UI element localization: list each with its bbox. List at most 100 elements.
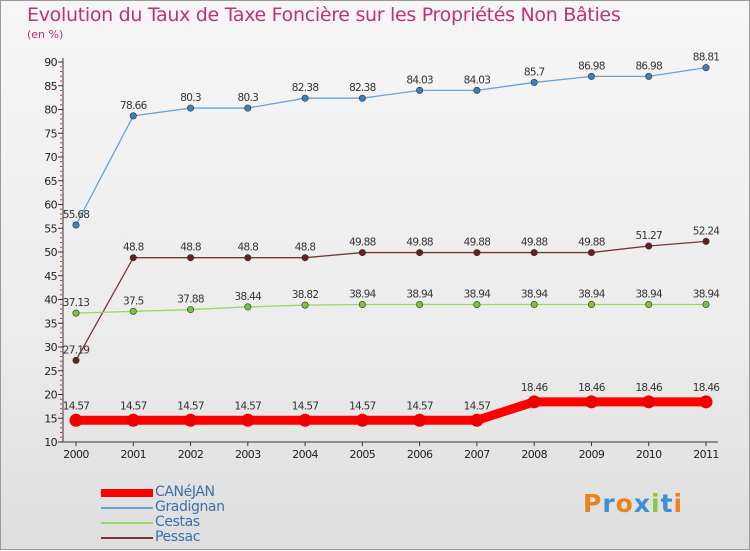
data-point-can-jan [470,413,484,427]
data-label-can-jan: 14.57 [120,400,147,412]
data-point-cestas [72,309,80,317]
data-label-gradignan: 82.38 [349,82,376,94]
data-label-gradignan: 82.38 [292,82,319,94]
data-point-gradignan [587,72,595,80]
data-label-pessac: 48.8 [295,242,316,254]
data-label-cestas: 38.94 [521,289,549,301]
data-label-cestas: 38.44 [235,291,263,303]
data-point-can-jan [69,413,83,427]
legend-swatch [101,507,153,509]
y-tick-label: 80 [44,104,57,117]
logo-letter: o [615,489,634,518]
proxiti-logo: Proxiti [583,489,683,518]
data-point-pessac [244,254,252,262]
x-tick-label: 2003 [235,448,261,461]
y-tick-label: 40 [44,294,57,307]
data-label-gradignan: 84.03 [406,74,433,86]
legend-label: Cestas [155,514,200,530]
data-label-can-jan: 18.46 [635,382,663,394]
data-label-can-jan: 14.57 [177,400,204,412]
data-point-can-jan [126,413,140,427]
x-tick-label: 2005 [350,448,376,461]
chart-title: Evolution du Taux de Taxe Foncière sur l… [27,4,621,26]
series-line-cestas [75,303,707,314]
legend-item-can-jan: CANéJAN [101,484,301,500]
logo-letter: i [651,489,661,518]
data-point-can-jan [527,395,541,409]
data-point-can-jan [241,413,255,427]
data-point-cestas [587,301,595,309]
y-axis-unit-label: (en %) [27,28,64,41]
data-label-cestas: 38.94 [693,289,721,301]
data-label-cestas: 38.94 [464,289,492,301]
data-point-gradignan [244,104,252,112]
data-point-gradignan [187,104,195,112]
legend-item-gradignan: Gradignan [101,499,301,515]
x-tick-label: 2009 [579,448,605,461]
data-point-can-jan [355,413,369,427]
data-label-gradignan: 55.68 [63,209,90,221]
data-point-pessac [645,242,653,250]
x-tick-label: 2004 [292,448,318,461]
data-label-can-jan: 18.46 [521,382,549,394]
data-label-pessac: 49.88 [406,237,433,249]
data-label-can-jan: 14.57 [63,400,90,412]
data-label-pessac: 48.8 [123,242,144,254]
legend-label: Pessac [155,529,201,545]
data-point-can-jan [699,395,713,409]
data-point-gradignan [702,64,710,72]
series-line-pessac [75,240,707,361]
data-label-cestas: 37.13 [63,297,90,309]
y-tick-label: 75 [44,127,57,140]
data-point-cestas [702,301,710,309]
data-point-gradignan [72,221,80,229]
data-point-cestas [473,301,481,309]
y-tick-label: 90 [44,56,57,69]
x-tick-label: 2007 [464,448,490,461]
data-point-pessac [416,249,424,257]
data-label-gradignan: 84.03 [464,74,491,86]
data-point-pessac [473,249,481,257]
y-tick-label: 25 [44,365,57,378]
data-point-gradignan [358,94,366,102]
y-tick-label: 50 [44,246,57,259]
data-point-cestas [358,301,366,309]
data-point-cestas [530,301,538,309]
x-tick-label: 2011 [693,448,719,461]
data-label-gradignan: 80.3 [180,92,201,104]
data-point-pessac [530,249,538,257]
data-point-pessac [301,254,309,262]
data-label-cestas: 38.94 [406,289,434,301]
legend-label: Gradignan [155,499,225,515]
y-tick-label: 35 [44,317,57,330]
data-label-gradignan: 86.98 [635,60,662,72]
data-point-pessac [587,249,595,257]
legend-swatch [101,522,153,524]
data-label-pessac: 49.88 [464,237,491,249]
data-point-gradignan [129,112,137,120]
legend-swatch [101,537,153,539]
data-point-gradignan [416,86,424,94]
x-tick-label: 2001 [120,448,146,461]
data-point-pessac [187,254,195,262]
y-tick-label: 60 [44,199,57,212]
logo-letter: x [633,489,651,518]
data-point-gradignan [645,72,653,80]
data-point-gradignan [530,78,538,86]
data-point-pessac [358,249,366,257]
data-label-gradignan: 78.66 [120,100,148,112]
data-label-pessac: 48.8 [238,242,259,254]
legend-item-pessac: Pessac [101,529,301,545]
data-point-cestas [129,307,137,315]
x-tick-label: 2008 [521,448,547,461]
data-point-can-jan [184,413,198,427]
data-label-pessac: 27.19 [63,344,90,356]
data-point-can-jan [642,395,656,409]
data-label-gradignan: 85.7 [524,66,545,78]
y-tick-label: 55 [44,222,57,235]
data-point-cestas [645,301,653,309]
x-tick-label: 2002 [178,448,204,461]
data-label-can-jan: 14.57 [464,400,491,412]
